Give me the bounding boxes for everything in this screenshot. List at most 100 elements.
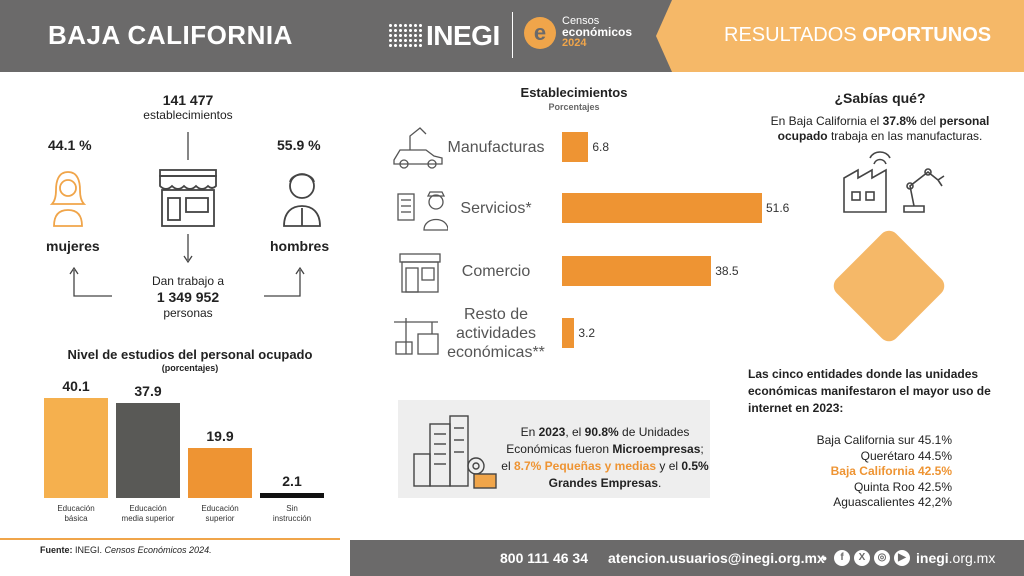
total-establishments-label: establecimientos — [143, 108, 233, 122]
did-you-know-text: En Baja California el 37.8% del personal… — [750, 114, 1010, 144]
resultados-banner: RESULTADOS OPORTUNOS — [656, 0, 1024, 72]
footer-bullet: • — [822, 550, 827, 566]
footer-website[interactable]: inegi.org.mx — [916, 550, 995, 566]
education-bar — [44, 398, 108, 498]
footer-site-rest: .org.mx — [948, 550, 996, 566]
man-icon — [283, 173, 321, 227]
manufacturing-car-icon — [393, 127, 443, 169]
education-bar-label: Educación básica — [57, 504, 95, 523]
education-bar — [116, 403, 180, 498]
education-bar-value: 40.1 — [62, 378, 90, 394]
woman-icon — [49, 171, 87, 227]
info-t11: . — [658, 476, 662, 490]
establishments-bar-value: 51.6 — [766, 201, 790, 215]
did-you-know-title: ¿Sabías qué? — [834, 90, 926, 106]
footer-site-bold: inegi — [916, 550, 949, 566]
inegi-logo-text: INEGI — [426, 20, 500, 51]
info-t7: ; el — [501, 442, 704, 473]
inegi-logo[interactable]: INEGI — [388, 18, 500, 54]
source-divider — [0, 538, 340, 540]
establishments-category-label: Comercio — [461, 262, 531, 280]
summary-diagram — [49, 132, 321, 297]
establishments-category-label: Resto de actividades económicas** — [447, 305, 545, 361]
header-bar: BAJA CALIFORNIA INEGI e Censos económico… — [0, 0, 1024, 72]
censos-line1: Censos — [562, 15, 600, 27]
instagram-icon[interactable]: ◎ — [874, 550, 890, 566]
establishments-bar — [562, 132, 589, 162]
sabias-t5: trabaja en las manufacturas. — [827, 129, 983, 143]
education-bar — [260, 492, 324, 498]
sabias-pct: 37.8% — [882, 114, 917, 128]
establishments-category-label: Manufacturas — [447, 138, 545, 156]
censos-e-icon: e — [524, 16, 556, 49]
diamond-shape — [829, 226, 949, 346]
footer-bar: 800 111 46 34 atencion.usuarios@inegi.or… — [350, 540, 1024, 576]
info-t3: , el — [565, 425, 585, 439]
source-prefix: Fuente: — [40, 545, 73, 555]
establishments-category-label: Servicios* — [460, 199, 532, 217]
education-bar-value: 19.9 — [206, 428, 234, 445]
store-icon — [159, 169, 217, 227]
education-bar-label: Sin instrucción — [272, 504, 312, 523]
banner-text: RESULTADOS OPORTUNOS — [724, 24, 991, 47]
inegi-dots-icon — [388, 23, 422, 49]
men-percentage: 55.9 % — [277, 137, 321, 153]
facebook-icon[interactable]: f — [834, 550, 850, 566]
internet-title: Las cinco entidades donde las unidades e… — [748, 367, 991, 415]
internet-entity-item: Baja California 42.5% — [830, 464, 952, 478]
sabias-personal: personal ocupado — [777, 114, 990, 143]
employ-total: 1 349 952 — [156, 289, 220, 305]
sabias-t1: En Baja California el — [770, 114, 883, 128]
establishments-bar-value: 6.8 — [592, 140, 610, 154]
logo-divider — [512, 12, 513, 58]
censos-logo: e Censos económicos 2024 — [524, 16, 632, 49]
buildings-gears-icon — [413, 415, 497, 489]
factory-robot-icon — [843, 151, 945, 213]
establishments-bar-value: 3.2 — [578, 326, 596, 340]
info-large: 0.5% Grandes Empresas — [548, 459, 709, 490]
education-bar-value: 37.9 — [134, 383, 162, 400]
info-t5: de Unidades Económicas fueron — [506, 425, 690, 456]
total-establishments: 141 477 — [162, 92, 214, 108]
education-title: Nivel de estudios del personal ocupado — [67, 347, 313, 362]
source-name: Censos Económicos 2024. — [104, 545, 212, 555]
youtube-icon[interactable]: ▶ — [894, 550, 910, 566]
company-size-box: En 2023, el 90.8% de Unidades Económicas… — [398, 400, 710, 498]
establishments-bar — [562, 193, 762, 223]
company-size-text: En 2023, el 90.8% de Unidades Económicas… — [500, 424, 710, 492]
establishments-bar — [562, 256, 712, 286]
info-t9: y el — [656, 459, 682, 473]
info-t1: En — [520, 425, 539, 439]
censos-line2: económicos — [562, 25, 633, 39]
establishments-bar — [562, 318, 575, 348]
source-note: Fuente: INEGI. Censos Económicos 2024. — [40, 545, 212, 555]
region-title: BAJA CALIFORNIA — [48, 20, 293, 50]
education-bar-value: 2.1 — [282, 472, 302, 489]
info-micro-pct: 90.8% — [584, 425, 619, 439]
internet-entity-item: Querétaro 44.5% — [860, 448, 952, 463]
banner-light: RESULTADOS — [724, 24, 857, 46]
info-micro: Microempresas — [612, 442, 701, 456]
sabias-t3: del — [916, 114, 940, 128]
men-label: hombres — [270, 238, 330, 254]
employ-prefix: Dan trabajo a — [151, 274, 225, 288]
chart-subtitle: Porcentajes — [548, 102, 600, 112]
footer-phone[interactable]: 800 111 46 34 — [500, 550, 588, 566]
sector-icons — [393, 127, 448, 355]
footer-email[interactable]: atencion.usuarios@inegi.org.mx — [608, 550, 825, 566]
women-percentage: 44.1 % — [48, 137, 92, 153]
internet-entity-item: Baja California sur 45.1% — [816, 433, 952, 447]
info-year: 2023 — [538, 425, 566, 439]
commerce-store-icon — [399, 253, 441, 293]
internet-entity-item: Quinta Roo 42.5% — [853, 479, 952, 494]
banner-bold: OPORTUNOS — [862, 24, 992, 46]
education-subtitle: (porcentajes) — [161, 363, 219, 373]
x-icon[interactable]: X — [854, 550, 870, 566]
other-activities-crane-icon — [394, 318, 439, 355]
education-bar — [188, 448, 252, 498]
info-small-medium: 8.7% Pequeñas y medias — [513, 459, 657, 473]
women-label: mujeres — [46, 238, 100, 254]
internet-entity-item: Aguascalientes 42,2% — [833, 495, 952, 509]
chart-title: Establecimientos — [520, 85, 628, 100]
services-icon — [397, 191, 448, 231]
